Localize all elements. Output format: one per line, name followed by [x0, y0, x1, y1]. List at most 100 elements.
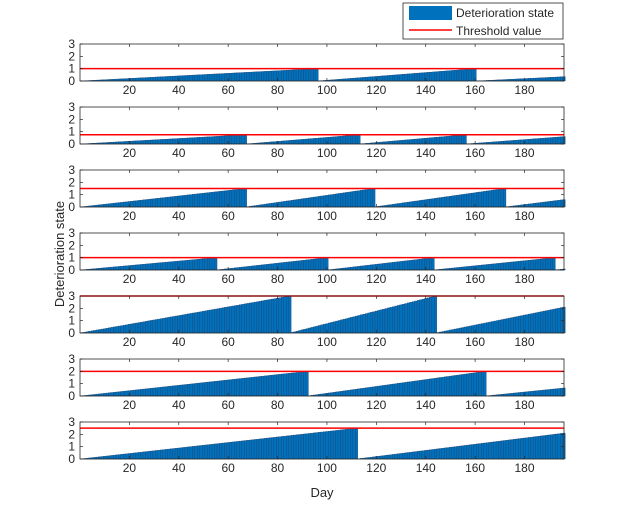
bar [498, 440, 502, 460]
bar [468, 325, 472, 334]
bar [530, 259, 534, 271]
bar [320, 324, 324, 334]
bar [377, 385, 381, 397]
bar [194, 137, 198, 145]
bar [458, 445, 462, 460]
bar [387, 454, 391, 460]
bar [495, 320, 499, 334]
bar [248, 265, 252, 271]
bar [211, 136, 215, 145]
bar [202, 382, 205, 397]
bar [426, 137, 430, 145]
bar [214, 443, 218, 460]
bar [471, 192, 475, 208]
bar [476, 265, 479, 271]
x-tick-label: 100 [317, 272, 337, 286]
bar [481, 443, 484, 460]
x-tick-label: 20 [123, 209, 137, 223]
bar [429, 137, 433, 145]
bar-series [81, 371, 566, 397]
bar [402, 139, 405, 145]
bar [402, 303, 405, 334]
bar [236, 189, 240, 208]
bar [278, 297, 282, 334]
y-tick-label: 1 [68, 125, 75, 139]
bar [515, 438, 519, 460]
bar [347, 390, 351, 397]
bar [441, 376, 445, 397]
bar [157, 318, 161, 334]
y-tick-label: 3 [68, 37, 75, 51]
bar [451, 70, 455, 82]
axes-box [79, 358, 565, 397]
bar [550, 309, 554, 334]
bar [137, 200, 141, 208]
bar [550, 77, 554, 82]
bar [132, 140, 136, 145]
x-tick-label: 160 [465, 83, 485, 97]
bar [478, 443, 482, 460]
bar [162, 139, 166, 145]
bar [318, 432, 321, 460]
bar [399, 202, 403, 208]
bar [327, 322, 331, 334]
bar [367, 387, 371, 397]
bar [530, 138, 534, 145]
bar [147, 199, 151, 208]
bar [184, 314, 188, 334]
bar [461, 194, 465, 208]
bar [293, 69, 297, 82]
bar [515, 139, 519, 145]
bar [394, 305, 398, 334]
bar [503, 318, 507, 334]
bar [283, 435, 287, 460]
bar [355, 315, 358, 334]
x-tick-label: 180 [514, 398, 534, 412]
bar-series [81, 68, 566, 82]
bar [345, 192, 349, 208]
bar [481, 264, 484, 271]
bar [224, 380, 228, 397]
bar [404, 202, 408, 208]
bar [547, 309, 551, 334]
bar [216, 136, 220, 145]
bar [308, 138, 312, 145]
bar [167, 386, 171, 397]
bar [552, 257, 556, 271]
bar [261, 300, 265, 334]
bar [160, 197, 163, 208]
bar [461, 445, 465, 460]
bar [263, 438, 267, 460]
bar [394, 74, 398, 82]
bar [140, 77, 144, 82]
bar [263, 300, 267, 334]
axes-box [79, 169, 565, 208]
bar [192, 312, 196, 334]
bar [392, 74, 396, 82]
axes-box [79, 43, 565, 82]
bar [310, 327, 314, 334]
bar [273, 263, 277, 271]
bar [421, 138, 425, 145]
bar [525, 314, 529, 334]
bar [135, 200, 139, 208]
bar [357, 388, 361, 397]
bar [209, 309, 213, 334]
bar [174, 196, 178, 208]
bar [293, 199, 297, 208]
bar [382, 308, 386, 334]
bar [414, 73, 418, 82]
bar [369, 386, 373, 397]
bar [471, 265, 475, 271]
bar [206, 192, 210, 208]
bar [451, 329, 455, 334]
bar [211, 191, 215, 208]
bar [471, 372, 475, 397]
bar [120, 325, 124, 334]
bar [293, 261, 297, 271]
bar [434, 448, 438, 460]
bar [439, 448, 442, 460]
bar [342, 319, 346, 334]
bar [505, 262, 509, 271]
